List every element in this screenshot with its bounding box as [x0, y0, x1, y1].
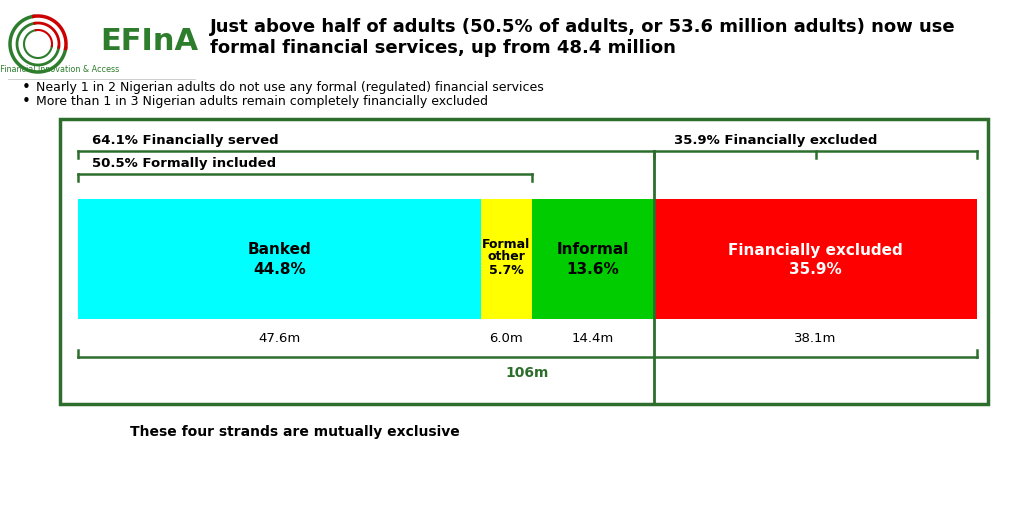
- Text: EFInA: EFInA: [100, 27, 198, 56]
- Text: 35.9%: 35.9%: [790, 262, 842, 277]
- Text: •: •: [23, 94, 31, 109]
- Text: More than 1 in 3 Nigerian adults remain completely financially excluded: More than 1 in 3 Nigerian adults remain …: [36, 95, 488, 108]
- Text: •: •: [23, 79, 31, 94]
- Text: 44.8%: 44.8%: [253, 262, 306, 277]
- Text: Just above half of adults (50.5% of adults, or 53.6 million adults) now use: Just above half of adults (50.5% of adul…: [210, 18, 955, 36]
- Text: 14.4m: 14.4m: [572, 331, 614, 344]
- Text: 13.6%: 13.6%: [567, 262, 620, 277]
- Text: Enhancing Financial Innovation & Access: Enhancing Financial Innovation & Access: [0, 64, 120, 73]
- Text: 6.0m: 6.0m: [489, 331, 523, 344]
- Text: 35.9% Financially excluded: 35.9% Financially excluded: [674, 134, 878, 147]
- Text: 38.1m: 38.1m: [795, 331, 837, 344]
- Text: Nearly 1 in 2 Nigerian adults do not use any formal (regulated) financial servic: Nearly 1 in 2 Nigerian adults do not use…: [36, 80, 544, 93]
- Text: Financially excluded: Financially excluded: [728, 242, 903, 257]
- Text: 47.6m: 47.6m: [258, 331, 301, 344]
- Text: Banked: Banked: [248, 242, 311, 257]
- Text: other: other: [487, 249, 526, 262]
- Text: Formal: Formal: [482, 237, 531, 250]
- Text: 5.7%: 5.7%: [489, 263, 524, 276]
- Text: 64.1% Financially served: 64.1% Financially served: [92, 134, 278, 147]
- Bar: [481, 200, 532, 319]
- Bar: [655, 200, 977, 319]
- Text: These four strands are mutually exclusive: These four strands are mutually exclusiv…: [130, 424, 459, 438]
- Text: Informal: Informal: [557, 242, 629, 257]
- Bar: [532, 200, 655, 319]
- Bar: [60, 120, 988, 404]
- Text: 106m: 106m: [505, 365, 549, 379]
- Text: 50.5% Formally included: 50.5% Formally included: [92, 157, 276, 169]
- Text: formal financial services, up from 48.4 million: formal financial services, up from 48.4 …: [210, 39, 676, 57]
- Bar: [78, 200, 481, 319]
